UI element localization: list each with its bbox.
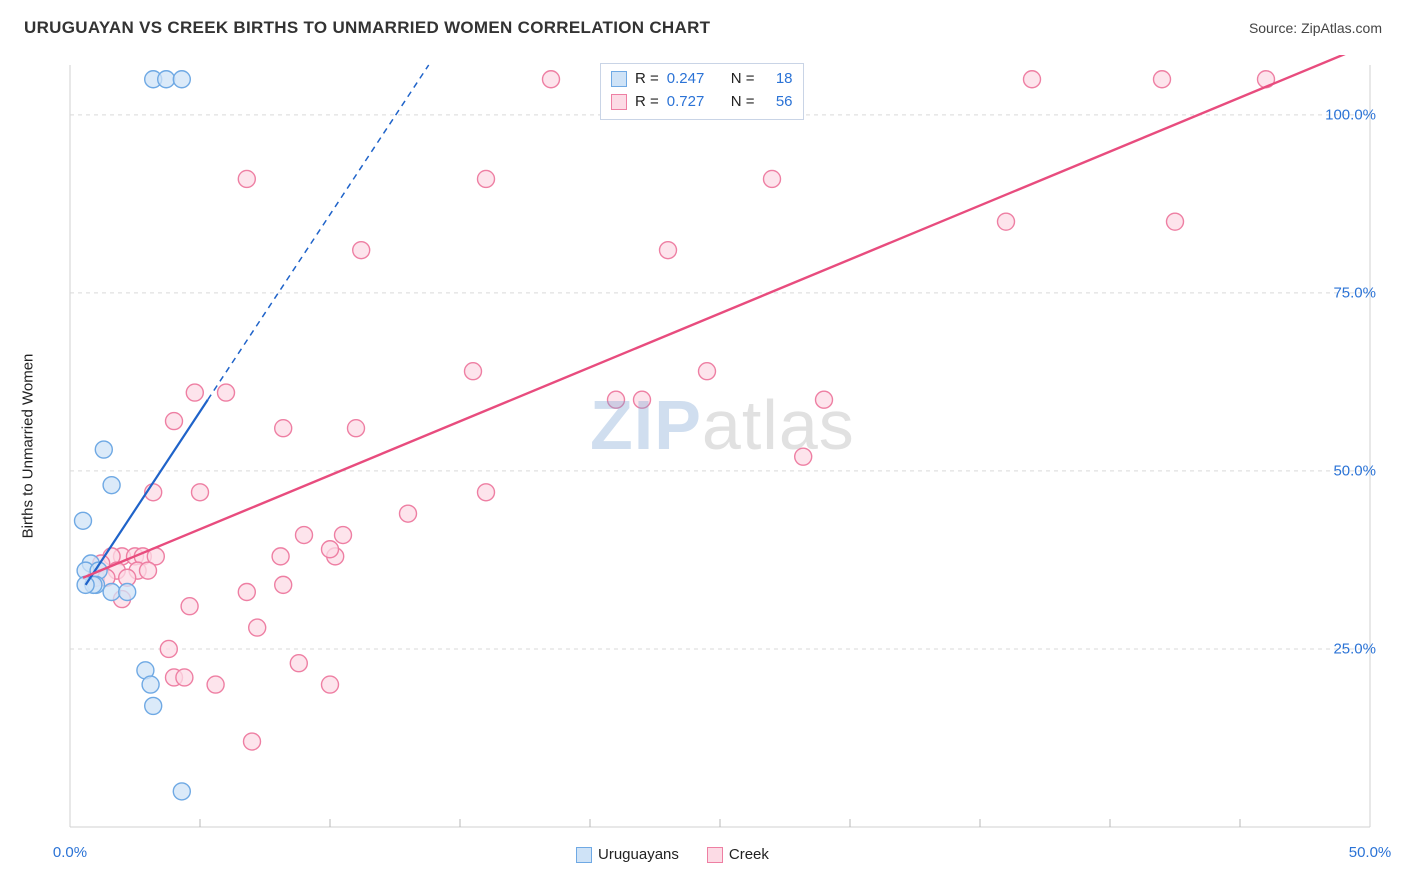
stats-legend-box: R = 0.247 N = 18 R = 0.727 N = 56 <box>600 63 804 120</box>
n-value: 18 <box>763 68 793 91</box>
y-tick-label: 100.0% <box>1325 106 1376 123</box>
series-legend-item: Uruguayans <box>576 846 679 863</box>
y-tick-label: 50.0% <box>1333 462 1376 479</box>
r-value: 0.727 <box>667 91 715 114</box>
r-value: 0.247 <box>667 68 715 91</box>
series-legend-label: Creek <box>729 846 769 863</box>
r-label: R = <box>635 68 659 91</box>
y-tick-label: 25.0% <box>1333 640 1376 657</box>
y-axis-label: Births to Unmarried Women <box>20 354 37 539</box>
n-label: N = <box>731 68 755 91</box>
x-tick-label: 0.0% <box>53 844 87 861</box>
n-label: N = <box>731 91 755 114</box>
n-value: 56 <box>763 91 793 114</box>
chart-title: URUGUAYAN VS CREEK BIRTHS TO UNMARRIED W… <box>24 18 710 38</box>
scatter-plot-svg <box>60 55 1380 837</box>
source-prefix: Source: <box>1249 20 1301 36</box>
legend-swatch <box>707 847 723 863</box>
series-legend: Uruguayans Creek <box>576 846 769 863</box>
legend-swatch <box>611 94 627 110</box>
source-label: Source: ZipAtlas.com <box>1249 20 1382 36</box>
series-legend-item: Creek <box>707 846 769 863</box>
stats-legend-row: R = 0.247 N = 18 <box>611 68 793 91</box>
y-tick-label: 75.0% <box>1333 284 1376 301</box>
stats-legend-row: R = 0.727 N = 56 <box>611 91 793 114</box>
legend-swatch <box>576 847 592 863</box>
r-label: R = <box>635 91 659 114</box>
legend-swatch <box>611 71 627 87</box>
chart-area: Births to Unmarried Women R =0.247N =18R… <box>60 55 1380 837</box>
x-tick-label: 50.0% <box>1349 844 1392 861</box>
series-legend-label: Uruguayans <box>598 846 679 863</box>
source-name: ZipAtlas.com <box>1301 20 1382 36</box>
